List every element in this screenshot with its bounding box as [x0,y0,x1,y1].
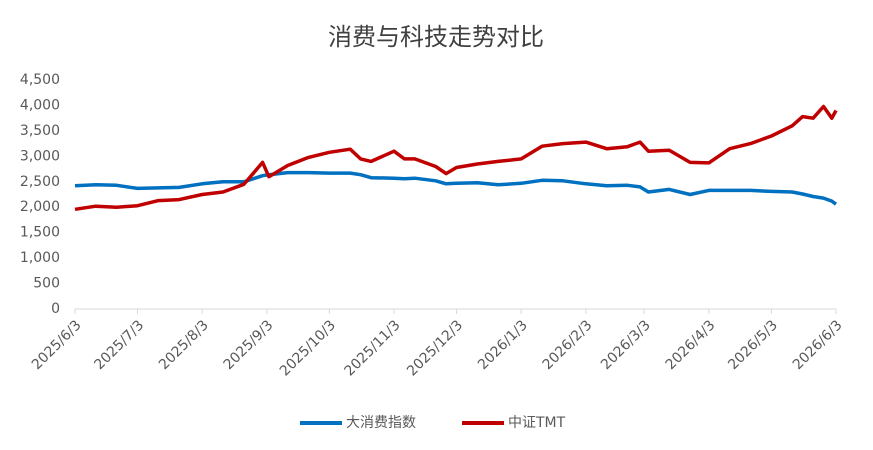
y-tick-label: 2,500 [20,174,60,190]
x-tick-label: 2025/9/3 [221,317,277,373]
line-series [74,170,838,206]
legend-label: 大消费指数 [346,415,416,431]
y-tick-label: 1,000 [20,250,60,266]
x-tick-label: 2026/1/3 [475,317,531,373]
chart-title: 消费与科技走势对比 [328,23,544,51]
x-tick-label: 2026/2/3 [540,317,596,373]
x-tick-label: 2026/5/3 [725,317,781,373]
legend-label: 中证TMT [508,415,566,431]
y-tick-label: 4,000 [20,97,60,113]
line-series [74,104,838,212]
y-tick-label: 2,000 [20,199,60,215]
x-tick-label: 2025/6/3 [29,317,85,373]
x-tick-label: 2026/6/3 [790,317,846,373]
y-tick-label: 3,500 [20,123,60,139]
x-tick-label: 2026/4/3 [663,317,719,373]
x-tick-label: 2026/3/3 [598,317,654,373]
y-tick-label: 0 [51,301,60,317]
y-tick-label: 4,500 [20,72,60,88]
x-tick-label: 2025/10/3 [277,317,339,379]
x-tick-label: 2025/12/3 [404,317,466,379]
y-tick-label: 1,500 [20,225,60,241]
y-tick-label: 500 [33,276,60,292]
y-tick-label: 3,000 [20,148,60,164]
x-tick-label: 2025/11/3 [342,317,404,379]
x-tick-label: 2025/8/3 [156,317,212,373]
x-tick-label: 2025/7/3 [91,317,147,373]
